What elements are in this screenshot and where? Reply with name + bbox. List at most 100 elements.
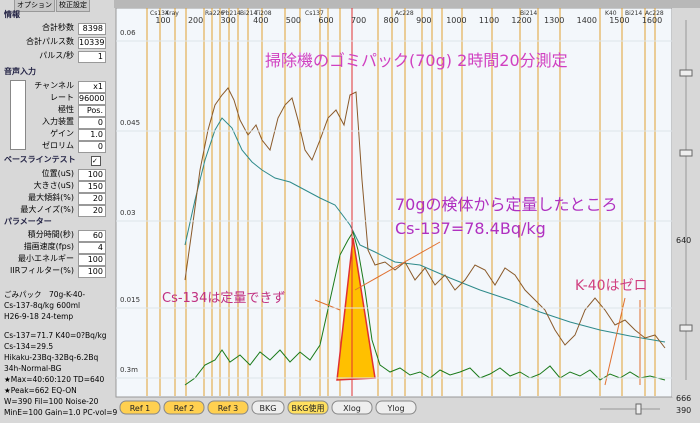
peak-label: Cs134 xyxy=(150,10,169,17)
x-tick-label: 700 xyxy=(351,16,366,25)
field-label: 描画速度(fps) xyxy=(23,242,74,251)
field-value: 0 xyxy=(78,141,106,153)
field-label: 合計パルス数 xyxy=(26,37,74,46)
note-line: Cs-134=29.5 xyxy=(4,342,54,351)
y-tick-label: 0.03 xyxy=(120,209,136,217)
button[interactable] xyxy=(375,400,417,415)
peak-label: Bi214 xyxy=(625,10,642,17)
annotation: Cs-134は定量できず xyxy=(162,291,285,306)
peak-label: Ac228 xyxy=(395,10,414,17)
field-label: 位置(uS) xyxy=(41,169,74,178)
peak-label: Bi214 xyxy=(240,10,257,17)
button-label: BKG使用 xyxy=(292,403,325,413)
field-value: 100 xyxy=(78,266,106,278)
x-tick-label: 1600 xyxy=(642,16,662,25)
h-slider-thumb[interactable] xyxy=(635,403,642,415)
button-label: Xlog xyxy=(343,404,361,413)
x-tick-label: 1300 xyxy=(544,16,564,25)
field-label: 極性 xyxy=(58,105,74,114)
section-title: ベースラインテスト xyxy=(4,155,76,164)
slider-thumb[interactable] xyxy=(679,149,693,157)
button-label: Ref 2 xyxy=(174,404,195,413)
peak-label: Ti208 xyxy=(254,10,272,17)
y-tick-label: 0.3m xyxy=(120,366,138,374)
field-value: 10339 xyxy=(78,37,106,49)
field-value: 8398 xyxy=(78,23,106,35)
field-label: 大きさ(uS) xyxy=(33,181,74,190)
button-label: BKG xyxy=(260,404,277,413)
button-label: Ref 1 xyxy=(130,404,151,413)
field-value: 20 xyxy=(78,193,106,205)
button[interactable] xyxy=(331,400,373,415)
scale-label: 640 xyxy=(676,236,691,245)
top-strip xyxy=(114,0,700,8)
x-tick-label: 100 xyxy=(155,16,170,25)
peak-label: Ra226 xyxy=(205,10,224,17)
field-label: 最小エネルギー xyxy=(18,254,74,263)
section-title: パラメーター xyxy=(4,217,52,226)
x-tick-label: 1500 xyxy=(609,16,629,25)
plot-area xyxy=(115,7,673,398)
field-label: 合計秒数 xyxy=(42,23,74,32)
field-label: 最大傾斜(%) xyxy=(28,193,74,202)
peak-label: Pb214 xyxy=(222,10,241,17)
button[interactable] xyxy=(287,400,329,415)
x-tick-label: 200 xyxy=(188,16,203,25)
button[interactable] xyxy=(207,400,249,415)
button-label: Ref 3 xyxy=(218,404,239,413)
section-title: 情報 xyxy=(4,10,20,19)
field-value: 60 xyxy=(78,230,106,242)
x-tick-label: 500 xyxy=(286,16,301,25)
button[interactable] xyxy=(251,400,285,415)
field-label: 入力装置 xyxy=(42,117,74,126)
checkbox[interactable]: ✓ xyxy=(91,156,101,166)
tab[interactable]: 校正設定 xyxy=(56,0,90,12)
scale-label: 390 xyxy=(676,406,691,415)
x-tick-label: 1200 xyxy=(511,16,531,25)
field-label: 積分時間(秒) xyxy=(27,230,74,239)
field-value: 96000 xyxy=(78,93,106,105)
y-tick-label: 0.06 xyxy=(120,29,136,37)
note-line: Hikaku-23Bq-32Bq-6.2Bq xyxy=(4,353,99,362)
field-value: 0 xyxy=(78,117,106,129)
section-title: 音声入力 xyxy=(4,67,36,76)
annotation: 70gの検体から定量したところ xyxy=(395,195,618,214)
y-tick-label: 0.045 xyxy=(120,119,140,127)
level-meter xyxy=(10,80,26,150)
note-line: MinE=100 Gain=1.0 PC-vol=9 xyxy=(4,408,118,417)
x-tick-label: 900 xyxy=(416,16,431,25)
slider-thumb[interactable] xyxy=(679,324,693,332)
peak-label: Ac228 xyxy=(645,10,664,17)
note-line: H26-9-18 24-temp xyxy=(4,312,74,321)
field-value: 100 xyxy=(78,169,106,181)
y-tick-label: 0.015 xyxy=(120,296,140,304)
field-value: x1 xyxy=(78,81,106,93)
brown-curve xyxy=(184,87,666,349)
field-label: レート xyxy=(50,93,74,102)
x-tick-label: 1000 xyxy=(446,16,466,25)
field-label: チャンネル xyxy=(34,81,74,90)
x-tick-label: 400 xyxy=(253,16,268,25)
chart-title: 掃除機のゴミパック(70g) 2時間20分測定 xyxy=(265,51,568,70)
button[interactable] xyxy=(119,400,161,415)
note-line: ★Max=40:60:120 TD=640 xyxy=(4,375,105,384)
field-value: 4 xyxy=(78,242,106,254)
field-label: ゼロリム xyxy=(42,141,74,150)
annotation: Cs-137=78.4Bq/kg xyxy=(395,219,546,238)
button[interactable] xyxy=(163,400,205,415)
note-line: ごみパック 70g-K-40- xyxy=(4,290,86,299)
field-value: 150 xyxy=(78,181,106,193)
field-label: 最大ノイズ(%) xyxy=(20,205,74,214)
x-tick-label: 800 xyxy=(384,16,399,25)
slider-thumb[interactable] xyxy=(679,69,693,77)
annotation: K-40はゼロ xyxy=(575,278,648,294)
peak-lines xyxy=(146,8,656,396)
button-label: Ylog xyxy=(386,404,404,413)
callout-line xyxy=(604,297,626,386)
tab[interactable]: オプション xyxy=(14,0,55,12)
peak-label: Xray xyxy=(165,10,179,17)
field-label: パルス/秒 xyxy=(39,51,74,60)
x-tick-label: 1100 xyxy=(479,16,499,25)
